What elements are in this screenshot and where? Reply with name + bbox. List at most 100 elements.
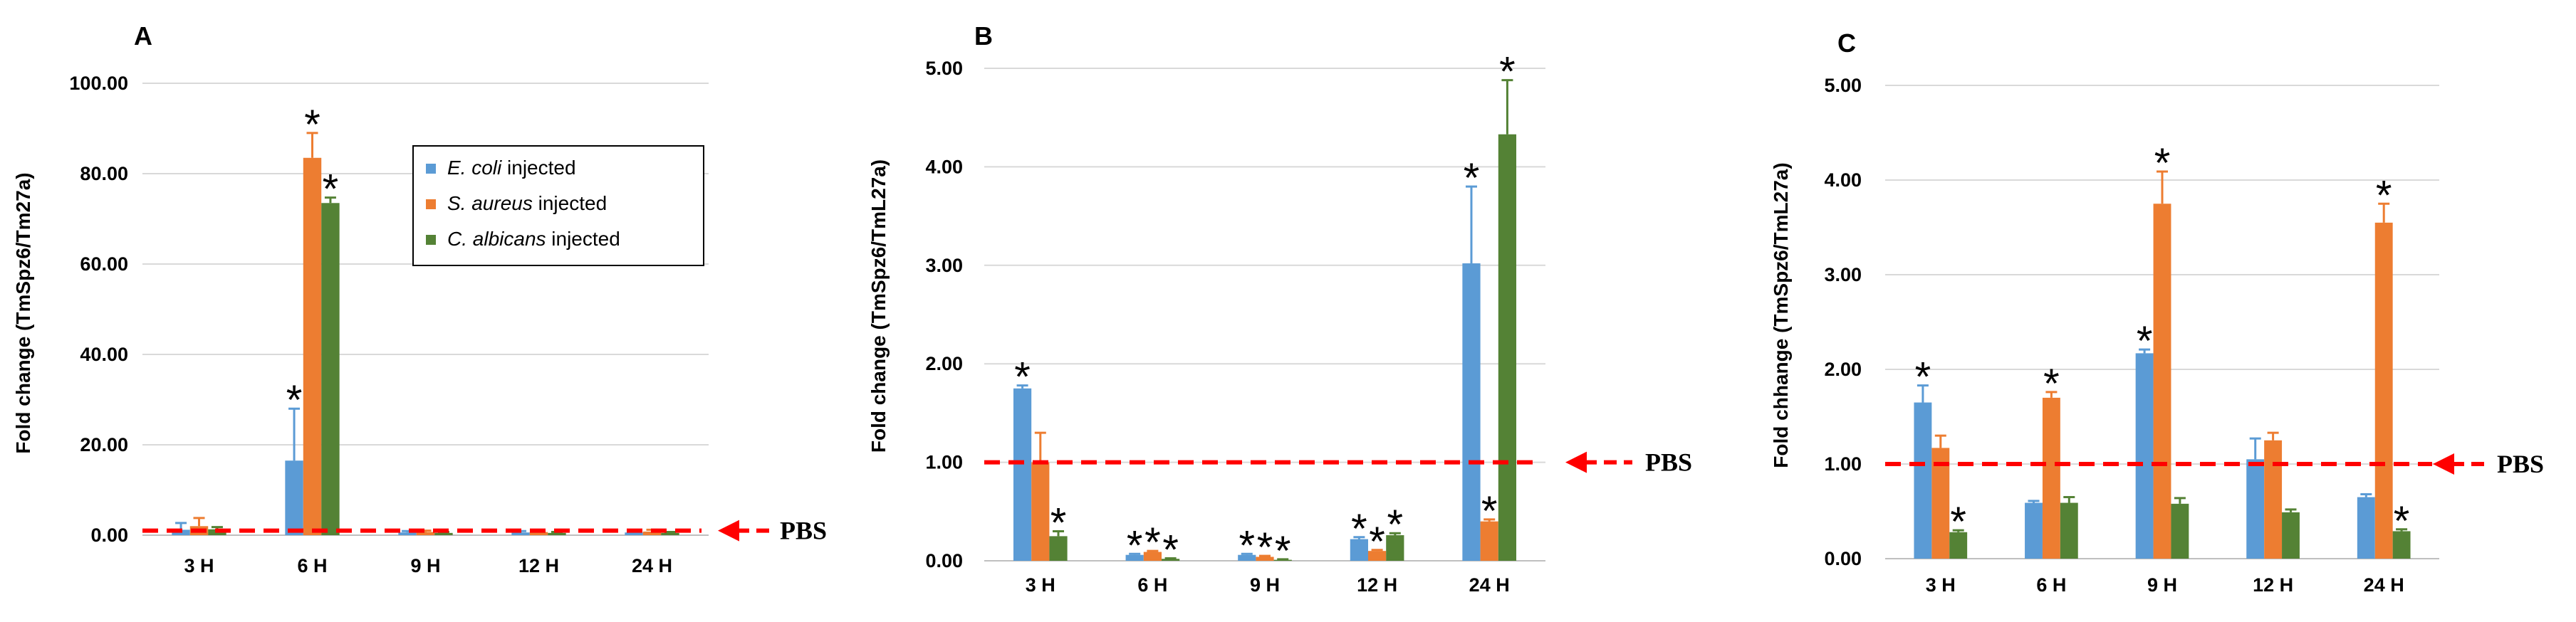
- legend-entry-species: C. albicans: [447, 228, 546, 250]
- bar: [2042, 397, 2060, 559]
- legend-entry: C. albicans injected: [447, 228, 620, 250]
- y-axis-label: Fold change (TmSpz6/TmL27a): [867, 159, 890, 453]
- legend-entry-suffix: injected: [546, 228, 620, 250]
- y-tick-label: 1.00: [925, 452, 963, 473]
- panel-label: B: [974, 21, 993, 51]
- pbs-label: PBS: [2497, 450, 2544, 478]
- x-tick-label: 12 H: [2253, 574, 2293, 596]
- significance-star: *: [2394, 498, 2410, 544]
- bar: [2246, 459, 2265, 559]
- y-tick-label: 4.00: [925, 156, 963, 177]
- pbs-arrow-head: [1565, 451, 1587, 473]
- x-tick-label: 9 H: [2147, 574, 2177, 596]
- bar: [303, 157, 322, 535]
- pbs-label: PBS: [1645, 448, 1692, 477]
- x-tick-label: 9 H: [410, 555, 440, 576]
- x-tick-label: 12 H: [518, 555, 559, 576]
- significance-star: *: [323, 167, 339, 213]
- x-tick-label: 3 H: [1926, 574, 1956, 596]
- significance-star: *: [1050, 500, 1067, 546]
- y-tick-label: 60.00: [80, 253, 128, 275]
- bar: [1949, 532, 1968, 559]
- bar: [1256, 557, 1274, 561]
- bar: [434, 532, 453, 535]
- significance-star: *: [1481, 488, 1498, 534]
- bar: [398, 532, 417, 535]
- bar: [1914, 402, 1932, 559]
- y-axis-label: Fold change (TmSpz6/Tm27a): [12, 172, 34, 453]
- bar: [1013, 388, 1032, 561]
- bar: [2357, 497, 2375, 559]
- significance-star: *: [286, 377, 303, 423]
- y-tick-label: 4.00: [1824, 169, 1862, 191]
- panel-label: C: [1837, 28, 1856, 58]
- bar: [625, 532, 643, 535]
- bar: [2025, 502, 2043, 559]
- significance-star: *: [1369, 519, 1385, 565]
- bar: [2282, 512, 2300, 559]
- significance-star: *: [1464, 155, 1480, 201]
- bar: [1049, 536, 1068, 561]
- significance-star: *: [1014, 354, 1031, 401]
- chart-panel-b: 0.00 1.00 2.00 3.00 4.00 5.00 B Fold change (Tm…: [867, 21, 1692, 596]
- y-tick-label: 40.00: [80, 344, 128, 365]
- significance-star: *: [1351, 506, 1367, 552]
- y-tick-label: 1.00: [1824, 453, 1862, 475]
- legend-entry-species: S. aureus: [447, 192, 533, 214]
- legend-box: [412, 145, 704, 266]
- y-tick-label: 2.00: [1824, 359, 1862, 380]
- y-tick-label: 3.00: [1824, 264, 1862, 285]
- bar: [1386, 535, 1404, 561]
- x-tick-label: 24 H: [2364, 574, 2404, 596]
- bar: [2374, 222, 2393, 559]
- significance-star: *: [2376, 172, 2392, 218]
- bar: [1125, 554, 1144, 561]
- bar: [1462, 263, 1481, 561]
- legend-swatch: [426, 164, 436, 174]
- bar: [1143, 552, 1162, 561]
- significance-star: *: [1144, 520, 1161, 566]
- significance-star: *: [1127, 522, 1143, 569]
- legend-entry-species: E. coli: [447, 157, 502, 179]
- bar: [548, 532, 566, 535]
- bar: [661, 532, 679, 535]
- bar: [1031, 462, 1050, 561]
- legend-entry-suffix: injected: [533, 192, 607, 214]
- significance-star: *: [2043, 361, 2060, 407]
- pbs-arrow-head: [2433, 453, 2454, 475]
- y-tick-label: 2.00: [925, 353, 963, 374]
- significance-star: *: [1499, 49, 1516, 95]
- x-tick-label: 6 H: [297, 555, 327, 576]
- x-tick-label: 9 H: [1250, 574, 1280, 596]
- panel-label: A: [134, 21, 152, 51]
- legend-swatch: [426, 235, 436, 245]
- bar: [1480, 521, 1498, 561]
- bar: [2264, 440, 2283, 559]
- significance-star: *: [1162, 527, 1179, 574]
- chart-panel-a: 0.00 20.00 40.00 60.00 80.00 100.00 A Fold chan…: [12, 21, 827, 576]
- bar: [2171, 503, 2189, 559]
- bar: [1162, 559, 1180, 561]
- bar: [1367, 551, 1387, 561]
- legend-entry: S. aureus injected: [447, 192, 607, 214]
- x-tick-label: 6 H: [2036, 574, 2066, 596]
- x-tick-label: 24 H: [632, 555, 672, 576]
- y-tick-label: 0.00: [925, 550, 963, 571]
- legend-entry: E. coli injected: [447, 157, 576, 179]
- significance-star: *: [1915, 354, 1931, 401]
- bar: [642, 531, 662, 535]
- legend-entry-suffix: injected: [501, 157, 575, 179]
- y-tick-label: 5.00: [1824, 75, 1862, 96]
- bar: [1931, 448, 1950, 559]
- significance-star: *: [2137, 318, 2153, 364]
- significance-star: *: [1950, 499, 1966, 545]
- y-tick-label: 5.00: [925, 58, 963, 79]
- chart-panel-c: 0.00 1.00 2.00 3.00 4.00 5.00 C Fold chhange (T…: [1770, 28, 2544, 596]
- x-tick-label: 12 H: [1357, 574, 1397, 596]
- y-tick-label: 0.00: [1824, 548, 1862, 569]
- significance-star: *: [304, 102, 320, 148]
- significance-star: *: [1239, 522, 1255, 569]
